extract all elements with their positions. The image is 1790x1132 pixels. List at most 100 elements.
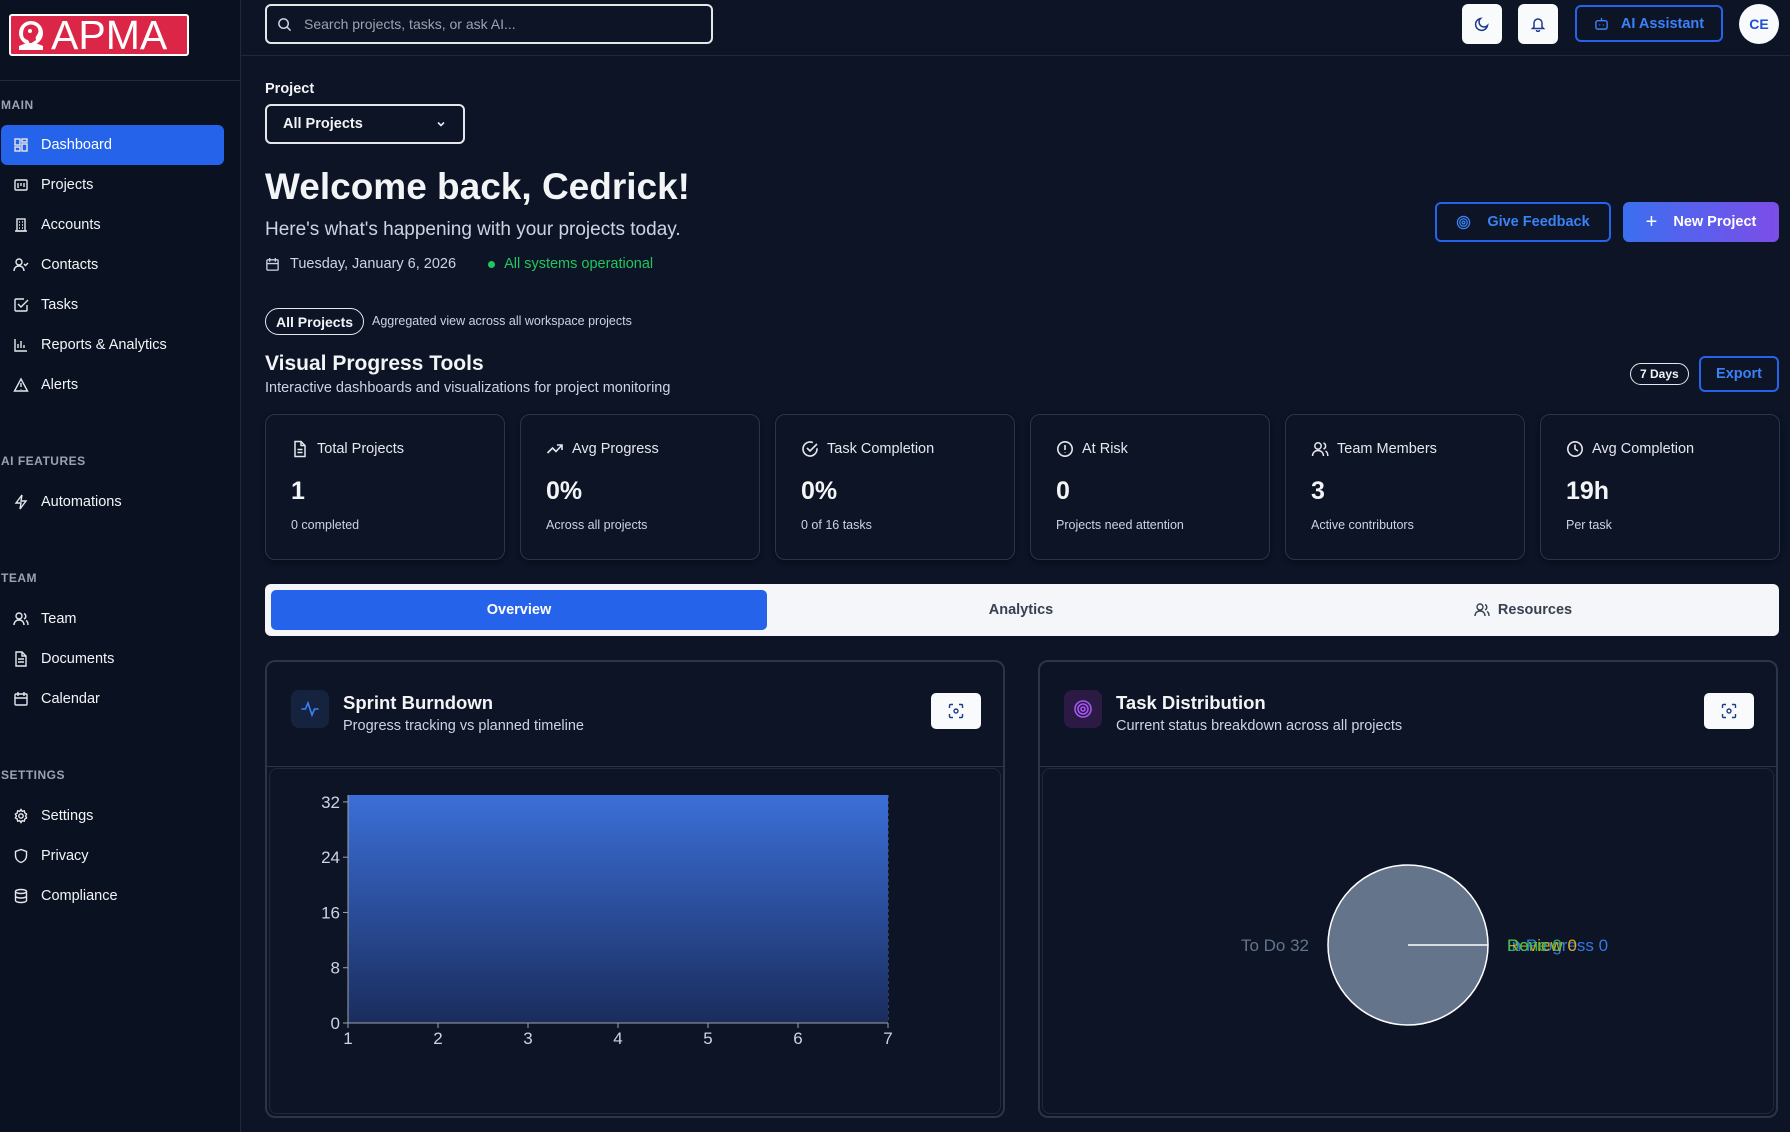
section-label-settings: SETTINGS (1, 768, 66, 782)
sidebar-item-calendar[interactable]: Calendar (1, 679, 224, 719)
ai-assistant-button[interactable]: AI Assistant (1575, 5, 1723, 42)
stat-card-team-members: Team Members 3 Active contributors (1285, 414, 1525, 560)
calendar-icon (13, 691, 29, 707)
users-icon (1311, 442, 1329, 457)
target-icon (1064, 690, 1102, 728)
x-tick-label: 1 (343, 1029, 352, 1048)
y-tick-label: 32 (321, 793, 340, 812)
tab-analytics[interactable]: Analytics (773, 590, 1269, 630)
stat-value: 0% (546, 477, 583, 505)
sidebar-item-dashboard[interactable]: Dashboard (1, 125, 224, 165)
calendar-icon (266, 257, 279, 271)
user-avatar[interactable]: CE (1739, 4, 1779, 44)
stat-value: 0% (801, 477, 838, 505)
section-label-team: TEAM (1, 571, 37, 585)
contacts-icon (13, 257, 29, 273)
check-square-icon (13, 297, 29, 313)
sidebar-item-contacts[interactable]: Contacts (1, 245, 224, 285)
expand-chart-button[interactable] (1704, 693, 1754, 729)
stat-title: Avg Progress (572, 441, 659, 457)
all-projects-pill: All Projects (265, 308, 365, 335)
sidebar-item-label: Contacts (41, 257, 99, 273)
sidebar-item-label: Tasks (41, 297, 79, 313)
search-bar[interactable] (265, 4, 713, 44)
tab-overview[interactable]: Overview (271, 590, 767, 630)
x-tick-label: 7 (883, 1029, 892, 1048)
sidebar-item-label: Dashboard (41, 137, 112, 153)
sidebar-item-alerts[interactable]: Alerts (1, 365, 224, 405)
aggregated-view-description: Aggregated view across all workspace pro… (372, 314, 632, 328)
new-project-label: New Project (1673, 214, 1757, 230)
stat-card-avg-completion: Avg Completion 19h Per task (1540, 414, 1780, 560)
search-input[interactable] (304, 16, 704, 32)
x-tick-label: 5 (703, 1029, 712, 1048)
stat-sub: Active contributors (1311, 518, 1414, 532)
sidebar-item-reports[interactable]: Reports & Analytics (1, 325, 224, 365)
pie-label: In Progress 0 (1507, 936, 1608, 955)
system-status-text: All systems operational (504, 256, 654, 272)
sidebar-item-projects[interactable]: Projects (1, 165, 224, 205)
bot-icon (1595, 17, 1608, 30)
section-label-main: MAIN (1, 98, 34, 112)
tab-resources[interactable]: Resources (1275, 590, 1771, 630)
sidebar-item-label: Team (41, 611, 77, 627)
expand-chart-button[interactable] (931, 693, 981, 729)
stat-card-avg-progress: Avg Progress 0% Across all projects (520, 414, 760, 560)
users-icon (13, 611, 29, 627)
stat-card-task-completion: Task Completion 0% 0 of 16 tasks (775, 414, 1015, 560)
shield-icon (13, 848, 29, 864)
search-icon (278, 17, 292, 31)
page-title: Welcome back, Cedrick! (265, 166, 690, 207)
stat-value: 3 (1311, 477, 1325, 505)
sidebar-item-team[interactable]: Team (1, 599, 224, 639)
sprint-burndown-card: Sprint Burndown Progress tracking vs pla… (265, 660, 1005, 1118)
y-tick-label: 16 (321, 903, 340, 922)
logo-text: APMA (51, 12, 168, 58)
check-circle-icon (802, 441, 818, 457)
stat-sub: Projects need attention (1056, 518, 1184, 532)
focus-icon (948, 703, 964, 719)
sidebar-item-accounts[interactable]: Accounts (1, 205, 224, 245)
export-button[interactable]: Export (1699, 356, 1779, 392)
page-subtitle: Here's what's happening with your projec… (265, 219, 681, 240)
activity-icon (291, 690, 329, 728)
chevron-down-icon (437, 121, 445, 127)
tab-label: Analytics (988, 602, 1054, 618)
sidebar-item-tasks[interactable]: Tasks (1, 285, 224, 325)
stat-title: At Risk (1082, 441, 1128, 457)
database-icon (13, 888, 29, 904)
theme-toggle-button[interactable] (1462, 4, 1502, 44)
pie-label: Done 0 (1507, 936, 1562, 955)
apma-logo[interactable]: APMA (9, 14, 189, 56)
ai-assistant-label: AI Assistant (1620, 15, 1705, 32)
sidebar-item-automations[interactable]: Automations (1, 482, 224, 522)
date-row: Tuesday, January 6, 2026 All systems ope… (265, 256, 653, 272)
notifications-button[interactable] (1518, 4, 1558, 44)
tab-label: Resources (1497, 602, 1573, 618)
trending-up-icon (546, 444, 563, 454)
stat-card-at-risk: At Risk 0 Projects need attention (1030, 414, 1270, 560)
sidebar-item-label: Calendar (41, 691, 100, 707)
give-feedback-button[interactable]: Give Feedback (1435, 202, 1611, 242)
sidebar-item-privacy[interactable]: Privacy (1, 836, 224, 876)
gear-icon (13, 808, 29, 824)
sidebar-item-settings[interactable]: Settings (1, 796, 224, 836)
sidebar-item-compliance[interactable]: Compliance (1, 876, 224, 916)
chart-divider (1040, 766, 1776, 767)
burndown-chart: 0 8 16 24 32 1 2 3 4 5 6 7 (321, 793, 893, 1048)
new-project-button[interactable]: + New Project (1623, 202, 1779, 242)
moon-icon (1474, 17, 1489, 32)
chart-subtitle: Progress tracking vs planned timeline (343, 718, 584, 734)
sidebar-item-label: Projects (41, 177, 94, 193)
x-tick-label: 6 (793, 1029, 802, 1048)
burndown-chart-area: 0 8 16 24 32 1 2 3 4 5 6 7 (269, 768, 1001, 1114)
sidebar-item-label: Compliance (41, 888, 118, 904)
time-range-pill[interactable]: 7 Days (1630, 363, 1689, 385)
bar-chart-icon (13, 337, 29, 353)
project-select[interactable]: All Projects (265, 104, 465, 144)
layout-grid-icon (13, 137, 29, 153)
chart-title: Sprint Burndown (343, 692, 494, 713)
sidebar-item-documents[interactable]: Documents (1, 639, 224, 679)
dashboard-tabs: Overview Analytics Resources (265, 584, 1779, 636)
sidebar-item-label: Documents (41, 651, 115, 667)
